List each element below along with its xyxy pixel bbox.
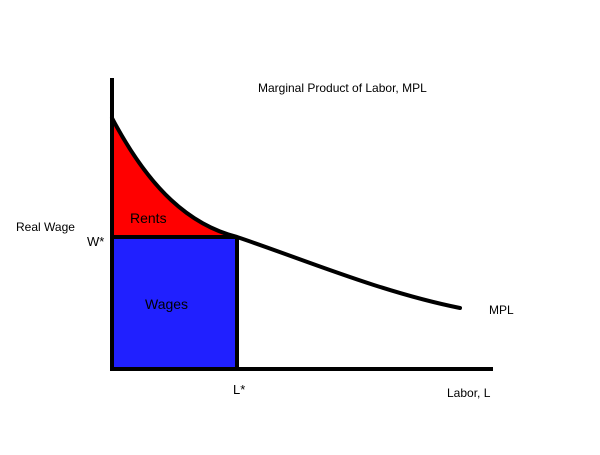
x-axis-label: Labor, L — [447, 386, 491, 400]
rents-region — [112, 118, 237, 237]
rents-label: Rents — [130, 210, 167, 226]
wages-label: Wages — [145, 296, 188, 312]
mpl-curve — [110, 116, 462, 310]
wages-region — [112, 237, 237, 369]
labor-marker: L* — [233, 382, 245, 397]
title: Marginal Product of Labor, MPL — [258, 81, 427, 95]
wage-marker: W* — [87, 234, 104, 249]
curve-label: MPL — [489, 303, 514, 317]
y-axis-label: Real Wage — [16, 220, 75, 234]
